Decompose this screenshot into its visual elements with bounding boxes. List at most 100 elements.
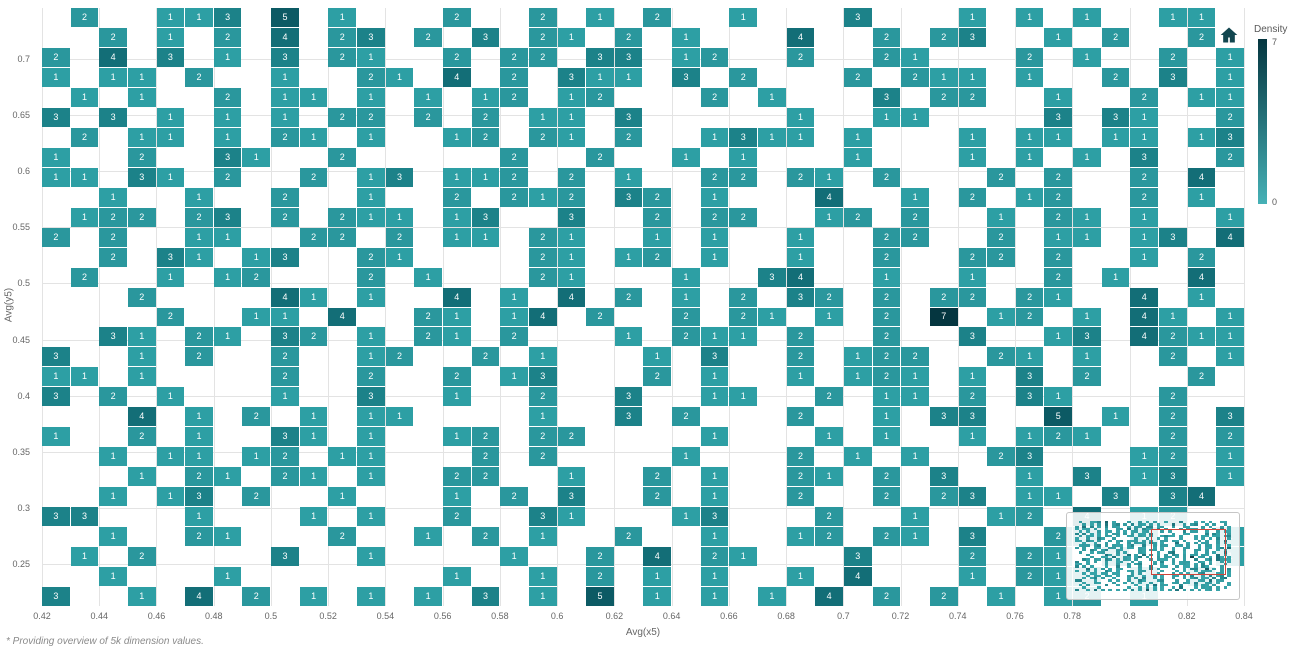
- heatmap-cell[interactable]: 1: [843, 447, 872, 467]
- heatmap-cell[interactable]: 2: [442, 467, 471, 487]
- heatmap-cell[interactable]: 1: [901, 507, 929, 527]
- heatmap-cell[interactable]: 2: [271, 367, 299, 387]
- heatmap-cell[interactable]: 2: [1187, 367, 1216, 387]
- heatmap-cell[interactable]: 2: [42, 47, 70, 67]
- heatmap-cell[interactable]: 2: [528, 427, 557, 447]
- heatmap-cell[interactable]: 2: [700, 547, 729, 567]
- heatmap-cell[interactable]: 2: [872, 247, 901, 267]
- heatmap-cell[interactable]: 2: [586, 147, 614, 167]
- heatmap-cell[interactable]: 4: [442, 287, 471, 307]
- heatmap-cell[interactable]: 1: [1044, 227, 1073, 247]
- heatmap-cell[interactable]: 1: [185, 447, 213, 467]
- heatmap-cell[interactable]: 2: [528, 387, 557, 407]
- heatmap-cell[interactable]: 1: [99, 187, 127, 207]
- heatmap-cell[interactable]: 1: [127, 367, 156, 387]
- heatmap-cell[interactable]: 2: [929, 287, 958, 307]
- heatmap-cell[interactable]: 2: [1187, 27, 1216, 47]
- heatmap-cell[interactable]: 1: [213, 47, 242, 67]
- heatmap-cell[interactable]: 1: [70, 547, 99, 567]
- minimap-navigator[interactable]: [1066, 512, 1240, 600]
- heatmap-cell[interactable]: 3: [1216, 407, 1244, 427]
- heatmap-cell[interactable]: 1: [758, 127, 786, 147]
- heatmap-cell[interactable]: 2: [815, 527, 843, 547]
- heatmap-cell[interactable]: 2: [1015, 507, 1044, 527]
- heatmap-cell[interactable]: 3: [958, 407, 987, 427]
- heatmap-cell[interactable]: 1: [42, 167, 70, 187]
- heatmap-cell[interactable]: 2: [127, 287, 156, 307]
- heatmap-cell[interactable]: 2: [958, 547, 987, 567]
- heatmap-cell[interactable]: 3: [271, 247, 299, 267]
- heatmap-cell[interactable]: 4: [815, 187, 843, 207]
- heatmap-cell[interactable]: 1: [586, 67, 614, 87]
- heatmap-cell[interactable]: 1: [213, 107, 242, 127]
- heatmap-cell[interactable]: 3: [958, 327, 987, 347]
- heatmap-cell[interactable]: 1: [1216, 447, 1244, 467]
- heatmap-cell[interactable]: 1: [1044, 327, 1073, 347]
- heatmap-cell[interactable]: 1: [643, 227, 672, 247]
- heatmap-cell[interactable]: 2: [1159, 387, 1187, 407]
- heatmap-cell[interactable]: 2: [929, 487, 958, 507]
- heatmap-cell[interactable]: 1: [700, 467, 729, 487]
- heatmap-cell[interactable]: 1: [70, 87, 99, 107]
- heatmap-cell[interactable]: 2: [127, 147, 156, 167]
- heatmap-cell[interactable]: 3: [586, 47, 614, 67]
- heatmap-cell[interactable]: 1: [1130, 247, 1159, 267]
- heatmap-cell[interactable]: 4: [99, 47, 127, 67]
- heatmap-cell[interactable]: 1: [557, 27, 586, 47]
- heatmap-cell[interactable]: 2: [328, 527, 357, 547]
- heatmap-cell[interactable]: 2: [729, 167, 758, 187]
- heatmap-cell[interactable]: 3: [99, 327, 127, 347]
- heatmap-cell[interactable]: 3: [614, 187, 643, 207]
- heatmap-cell[interactable]: 1: [872, 427, 901, 447]
- heatmap-cell[interactable]: 2: [672, 327, 700, 347]
- heatmap-cell[interactable]: 3: [614, 407, 643, 427]
- heatmap-cell[interactable]: 1: [1044, 387, 1073, 407]
- heatmap-cell[interactable]: 2: [843, 67, 872, 87]
- heatmap-cell[interactable]: 2: [1044, 527, 1073, 547]
- heatmap-cell[interactable]: 1: [1073, 47, 1101, 67]
- heatmap-cell[interactable]: 2: [987, 227, 1015, 247]
- heatmap-cell[interactable]: 1: [442, 427, 471, 447]
- heatmap-cell[interactable]: 3: [1015, 367, 1044, 387]
- heatmap-cell[interactable]: 3: [958, 487, 987, 507]
- heatmap-cell[interactable]: 3: [843, 547, 872, 567]
- heatmap-cell[interactable]: 1: [1130, 467, 1159, 487]
- heatmap-cell[interactable]: 1: [1073, 427, 1101, 447]
- heatmap-cell[interactable]: 1: [729, 387, 758, 407]
- heatmap-cell[interactable]: 3: [557, 67, 586, 87]
- heatmap-cell[interactable]: 1: [271, 87, 299, 107]
- heatmap-cell[interactable]: 1: [127, 127, 156, 147]
- heatmap-cell[interactable]: 1: [1216, 467, 1244, 487]
- heatmap-cell[interactable]: 2: [1159, 347, 1187, 367]
- heatmap-cell[interactable]: 1: [758, 307, 786, 327]
- heatmap-cell[interactable]: 1: [786, 527, 815, 547]
- heatmap-cell[interactable]: 2: [872, 527, 901, 547]
- heatmap-cell[interactable]: 4: [1130, 307, 1159, 327]
- heatmap-cell[interactable]: 2: [700, 207, 729, 227]
- heatmap-cell[interactable]: 1: [271, 107, 299, 127]
- heatmap-cell[interactable]: 3: [872, 87, 901, 107]
- heatmap-cell[interactable]: 2: [414, 307, 442, 327]
- heatmap-cell[interactable]: 1: [700, 247, 729, 267]
- heatmap-cell[interactable]: 1: [843, 147, 872, 167]
- heatmap-cell[interactable]: 2: [1159, 47, 1187, 67]
- heatmap-cell[interactable]: 1: [99, 67, 127, 87]
- heatmap-cell[interactable]: 2: [557, 167, 586, 187]
- heatmap-cell[interactable]: 3: [1101, 487, 1130, 507]
- heatmap-cell[interactable]: 2: [528, 247, 557, 267]
- heatmap-cell[interactable]: 2: [1159, 407, 1187, 427]
- heatmap-cell[interactable]: 1: [1044, 287, 1073, 307]
- heatmap-cell[interactable]: 1: [357, 547, 385, 567]
- heatmap-cell[interactable]: 2: [271, 187, 299, 207]
- heatmap-cell[interactable]: 2: [357, 67, 385, 87]
- heatmap-cell[interactable]: 1: [385, 207, 414, 227]
- heatmap-cell[interactable]: 2: [958, 247, 987, 267]
- heatmap-cell[interactable]: 2: [1130, 167, 1159, 187]
- heatmap-cell[interactable]: 2: [929, 27, 958, 47]
- heatmap-cell[interactable]: 2: [1044, 187, 1073, 207]
- heatmap-cell[interactable]: 2: [958, 87, 987, 107]
- heatmap-cell[interactable]: 1: [614, 67, 643, 87]
- heatmap-cell[interactable]: 1: [1073, 307, 1101, 327]
- heatmap-cell[interactable]: 3: [958, 527, 987, 547]
- heatmap-cell[interactable]: 2: [271, 467, 299, 487]
